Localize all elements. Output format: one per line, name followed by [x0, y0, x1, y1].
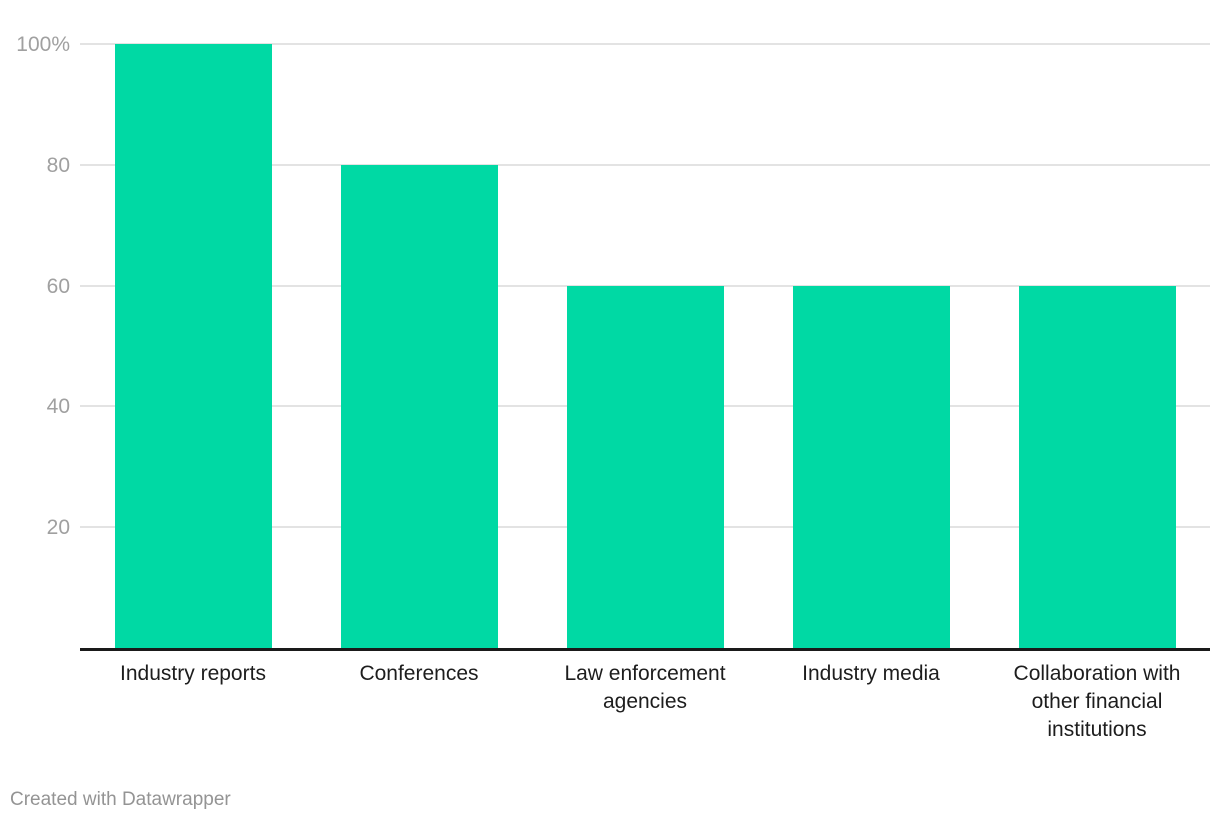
gridline-100 — [80, 43, 1210, 45]
bar-industry-reports — [114, 44, 272, 648]
x-axis-label: Industry media — [802, 662, 940, 685]
x-axis-label: Law enforcement agencies — [564, 662, 726, 713]
x-axis-label: Conferences — [359, 662, 479, 685]
gridline-80 — [80, 163, 1210, 166]
x-label-cell: Collaboration with other financial insti… — [984, 660, 1210, 744]
bar-column — [984, 44, 1210, 648]
plot-area — [80, 43, 1210, 648]
bar-industry-media — [792, 285, 950, 648]
y-tick-label-100: 100% — [16, 33, 70, 56]
bar-conferences — [340, 164, 498, 648]
bars-container — [80, 44, 1210, 648]
bar-column — [306, 44, 532, 648]
y-tick-label-40: 40 — [46, 395, 70, 419]
y-tick-label-20: 20 — [46, 516, 70, 540]
y-tick-label-60: 60 — [46, 274, 70, 298]
x-label-cell: Conferences — [306, 660, 532, 744]
x-axis-label: Collaboration with other financial insti… — [1013, 662, 1181, 741]
footer-credit-link[interactable]: Created with Datawrapper — [10, 789, 231, 810]
x-label-cell: Industry media — [758, 660, 984, 744]
x-label-cell: Industry reports — [80, 660, 306, 744]
bar-column — [532, 44, 758, 648]
bar-law-enforcement-agencies — [566, 285, 724, 648]
bar-column — [758, 44, 984, 648]
x-label-cell: Law enforcement agencies — [532, 660, 758, 744]
y-tick-label-80: 80 — [46, 153, 70, 177]
x-axis-baseline — [80, 648, 1210, 651]
bar-collaboration-with-other-financial-institutions — [1018, 285, 1176, 648]
bar-column — [80, 44, 306, 648]
x-axis-label: Industry reports — [120, 662, 266, 685]
x-axis-labels: Industry reports Conferences Law enforceme… — [80, 660, 1210, 744]
